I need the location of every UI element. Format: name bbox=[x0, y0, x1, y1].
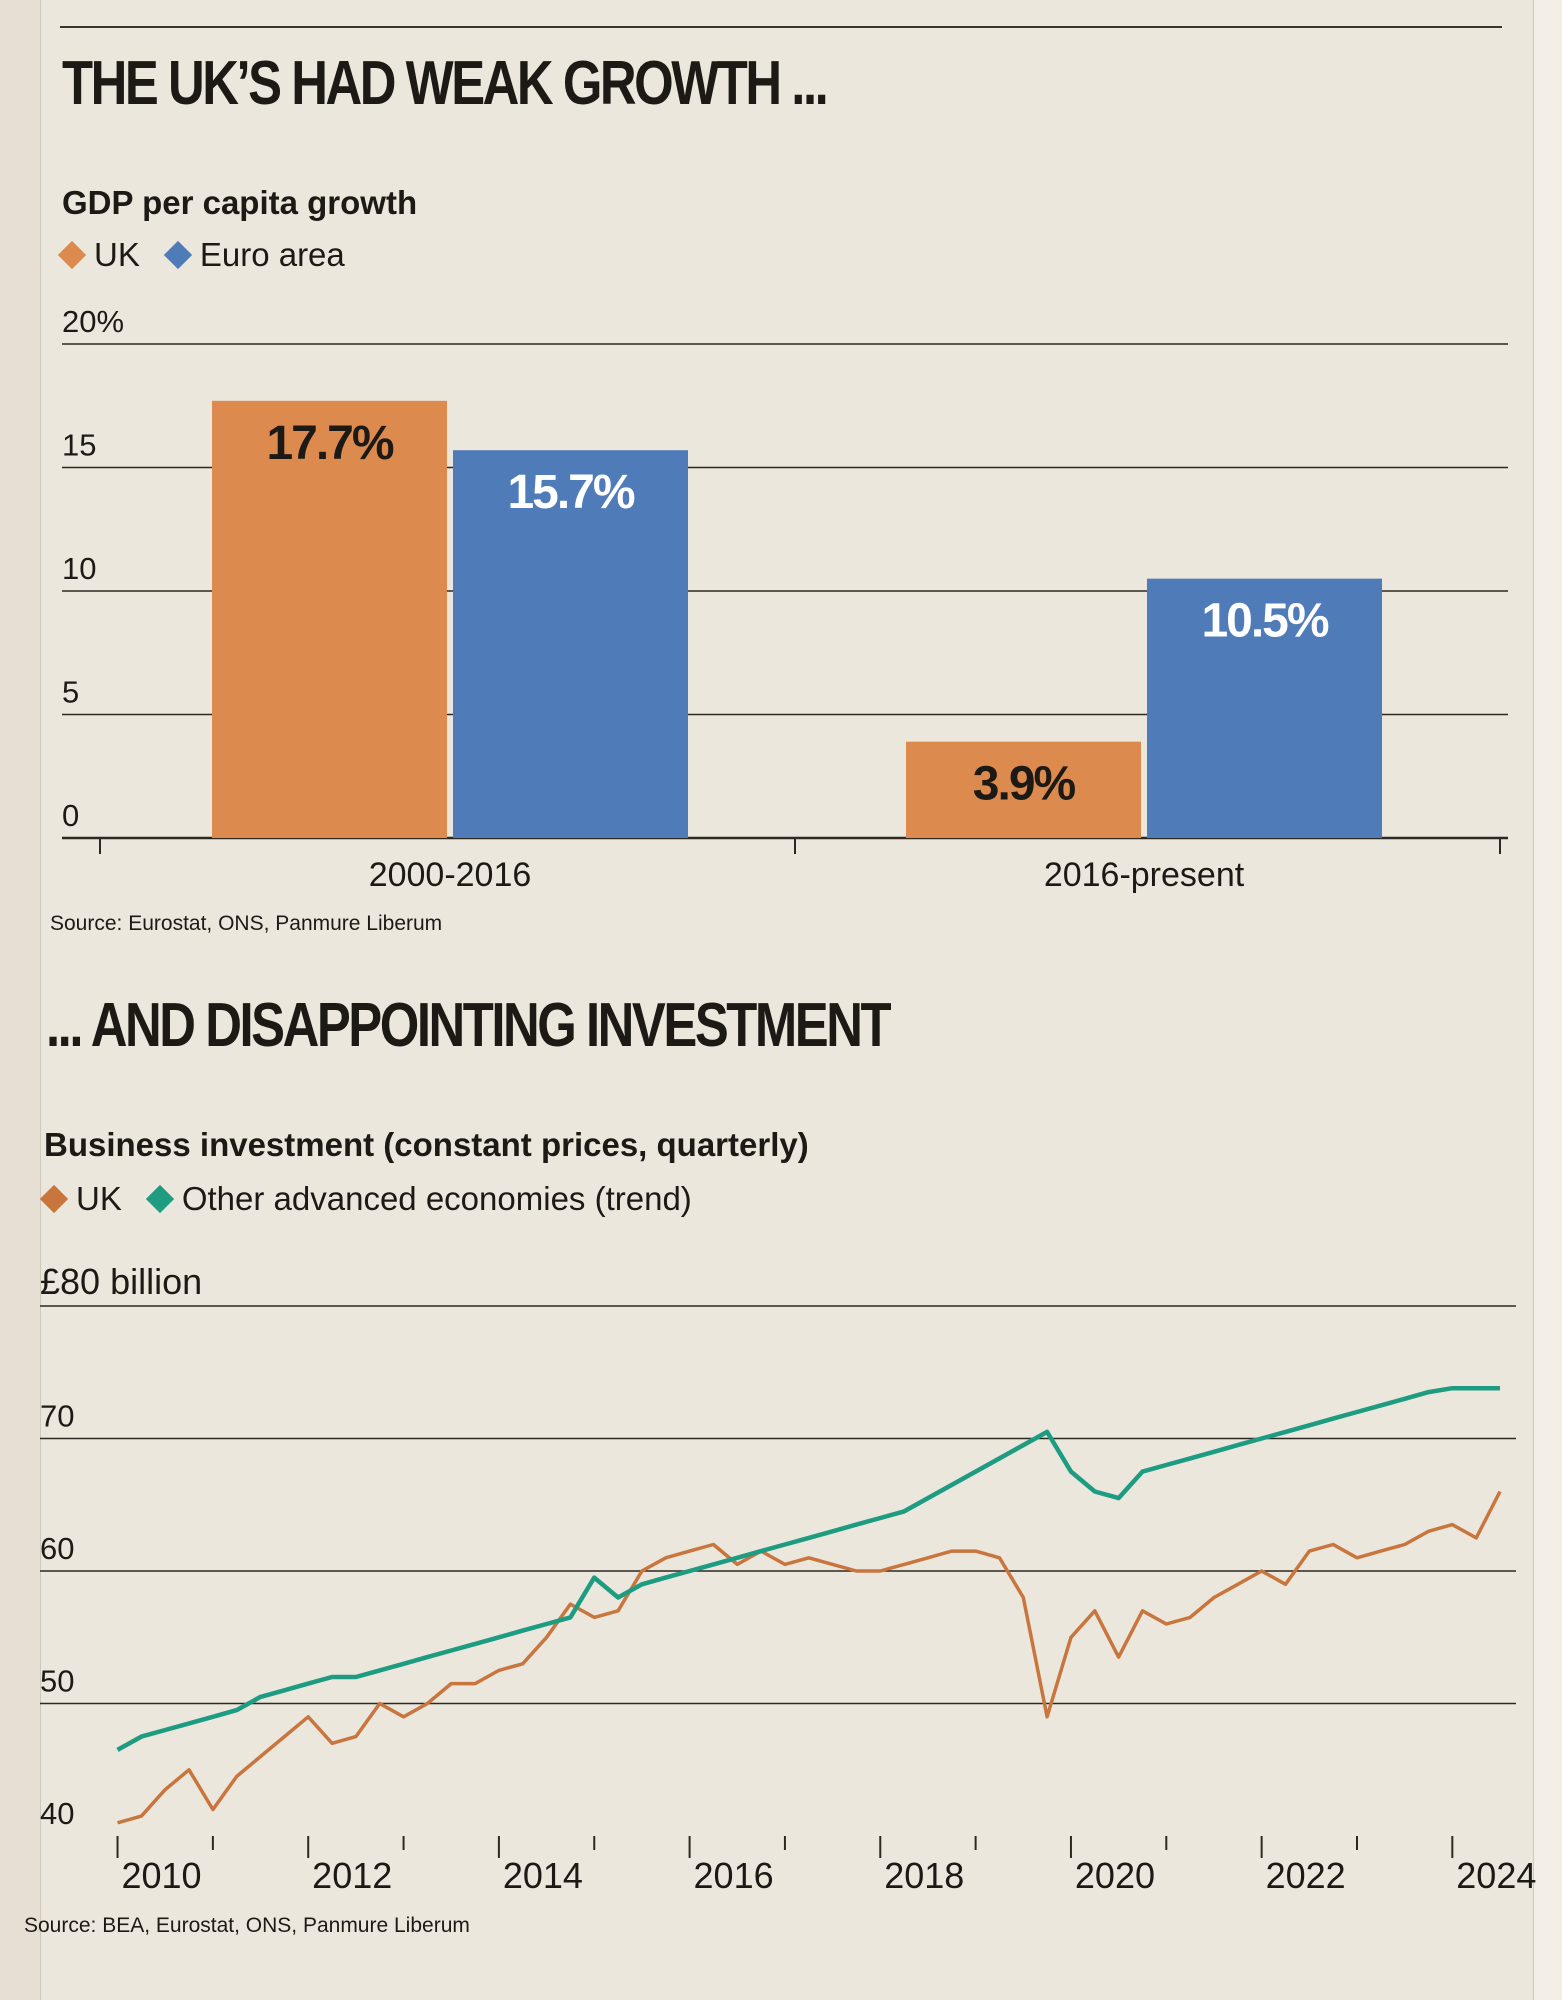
bar bbox=[906, 741, 1141, 838]
uk-investment-line bbox=[117, 1490, 1502, 1825]
bar-data-label: 3.9% bbox=[973, 758, 1076, 811]
paper-edge-left bbox=[0, 0, 41, 2000]
y-tick-label: 40 bbox=[40, 1796, 74, 1831]
headline-investment: ... AND DISAPPOINTING INVESTMENT bbox=[46, 991, 892, 1060]
x-tick-label: 2020 bbox=[1075, 1855, 1155, 1896]
y-tick-label: 15 bbox=[62, 428, 96, 463]
top-rule bbox=[60, 26, 1502, 28]
x-tick-label: 2014 bbox=[503, 1855, 583, 1896]
x-tick-label: 2016 bbox=[694, 1855, 774, 1896]
chart1-title: GDP per capita growth bbox=[62, 184, 418, 221]
x-category-label: 2000-2016 bbox=[369, 856, 532, 894]
headline-weak-growth: THE UK’S HAD WEAK GROWTH ... bbox=[62, 49, 829, 118]
bar bbox=[212, 400, 447, 838]
paper-edge-right bbox=[1533, 0, 1562, 2000]
legend-label-uk-investment: UK bbox=[76, 1180, 122, 1217]
y-tick-label: 70 bbox=[40, 1399, 74, 1434]
x-tick-label: 2022 bbox=[1266, 1855, 1346, 1896]
legend-label-euro: Euro area bbox=[199, 236, 345, 273]
y-tick-label: £80 billion bbox=[40, 1261, 202, 1302]
chart2-legend: UK Other advanced economies (trend) bbox=[39, 1180, 710, 1218]
legend-label-other: Other advanced economies (trend) bbox=[181, 1180, 692, 1217]
bar bbox=[1147, 578, 1382, 838]
legend-item-uk: UK bbox=[57, 236, 140, 274]
bar bbox=[453, 450, 688, 838]
legend-label-uk: UK bbox=[94, 236, 140, 273]
x-tick-label: 2010 bbox=[121, 1855, 201, 1896]
bar-data-label: 17.7% bbox=[266, 417, 393, 470]
x-tick-label: 2012 bbox=[312, 1855, 392, 1896]
chart2-title: Business investment (constant prices, qu… bbox=[44, 1126, 809, 1163]
y-tick-label: 0 bbox=[62, 798, 79, 833]
x-category-label: 2016-present bbox=[1044, 856, 1245, 894]
y-tick-label: 10 bbox=[62, 551, 96, 586]
bar-data-label: 15.7% bbox=[507, 466, 634, 519]
chart1-legend: UK Euro area bbox=[57, 236, 363, 274]
x-tick-label: 2018 bbox=[884, 1855, 964, 1896]
chart1-source: Source: Eurostat, ONS, Panmure Liberum bbox=[50, 912, 443, 935]
y-tick-label: 60 bbox=[40, 1531, 74, 1566]
y-tick-label: 5 bbox=[62, 675, 79, 710]
other-economies-line bbox=[116, 1385, 1500, 1752]
chart2-source: Source: BEA, Eurostat, ONS, Panmure Libe… bbox=[24, 1914, 470, 1937]
bar-data-label: 10.5% bbox=[1201, 595, 1328, 648]
y-tick-label: 50 bbox=[40, 1664, 74, 1699]
legend-item-uk-investment: UK bbox=[39, 1180, 122, 1218]
legend-item-euro: Euro area bbox=[163, 236, 345, 274]
legend-item-other: Other advanced economies (trend) bbox=[145, 1180, 692, 1218]
x-tick-label: 2024 bbox=[1456, 1855, 1536, 1896]
y-tick-label: 20% bbox=[62, 304, 124, 339]
